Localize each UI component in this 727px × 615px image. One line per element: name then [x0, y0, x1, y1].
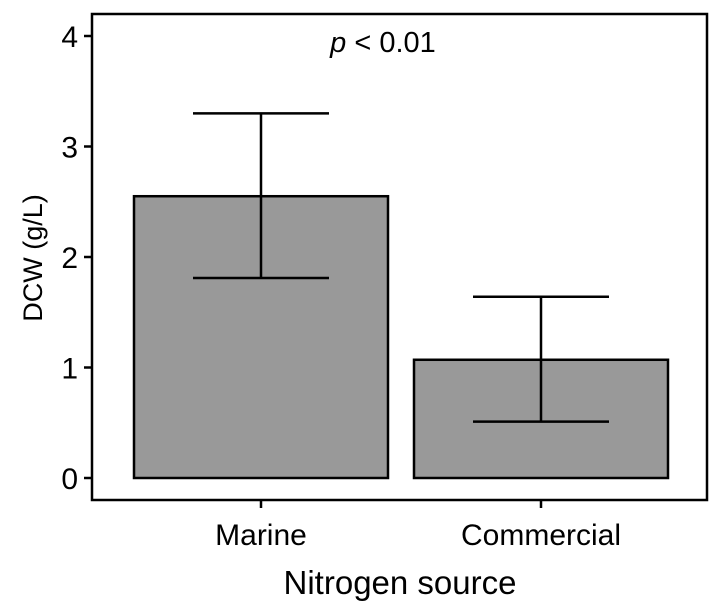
- y-axis: 0 1 2 3 4: [61, 21, 92, 496]
- p-value-text: < 0.01: [346, 27, 436, 59]
- y-tick-label-2: 2: [61, 242, 78, 275]
- bars-layer: [132, 194, 670, 480]
- p-value-symbol: p: [329, 27, 346, 59]
- y-tick-label-3: 3: [61, 132, 78, 165]
- error-bars-layer: [193, 112, 609, 423]
- x-tick-label-commercial: Commercial: [461, 519, 621, 552]
- y-tick-label-0: 0: [61, 463, 78, 496]
- p-value-annotation: p < 0.01: [329, 27, 436, 59]
- y-axis-title: DCW (g/L): [18, 194, 48, 322]
- x-axis: Marine Commercial: [215, 500, 621, 552]
- x-tick-label-marine: Marine: [215, 519, 307, 552]
- y-tick-label-1: 1: [61, 353, 78, 386]
- y-tick-label-4: 4: [61, 21, 78, 54]
- x-axis-title: Nitrogen source: [284, 564, 517, 601]
